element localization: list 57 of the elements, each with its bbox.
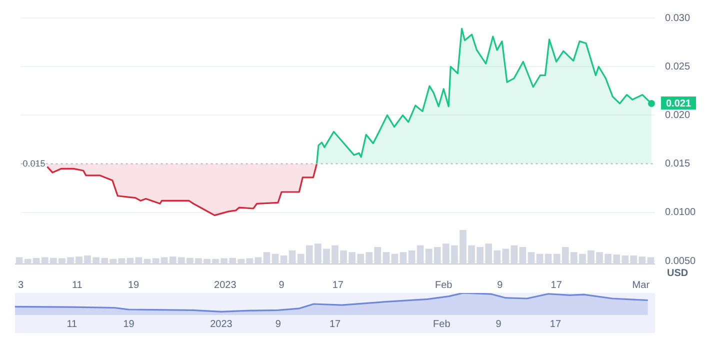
bar — [374, 247, 382, 264]
ref-line-label: 0.015 — [22, 158, 46, 168]
bar — [510, 245, 518, 264]
x-tick-label: Feb — [434, 280, 453, 291]
bar — [32, 258, 40, 264]
bar — [135, 257, 142, 264]
bar — [118, 258, 126, 264]
bar — [544, 254, 552, 264]
bar — [272, 254, 279, 264]
y-tick-label: 0.025 — [665, 61, 690, 72]
x-tick-label: 11 — [72, 280, 83, 291]
bar — [519, 247, 526, 264]
x-tick-label: Feb — [433, 318, 451, 330]
x-tick-label: 9 — [496, 318, 502, 330]
x-tick-label: 19 — [128, 280, 140, 291]
bar — [16, 257, 23, 264]
x-tick-label: 2023 — [214, 280, 237, 291]
bar — [630, 256, 638, 264]
bar — [160, 257, 168, 264]
x-tick-label: 9 — [275, 318, 282, 330]
bar — [263, 252, 270, 264]
y-tick-label: 0.015 — [665, 158, 690, 170]
y-tick-label: 0.020 — [665, 110, 690, 121]
bar — [638, 256, 646, 264]
bar — [382, 252, 390, 264]
annotation: 0.021 — [666, 98, 692, 110]
bar — [502, 248, 510, 264]
bar — [528, 252, 535, 264]
bar — [144, 258, 151, 264]
x-tick-label: 17 — [550, 280, 562, 291]
y-tick-label: 0.0100 — [665, 207, 696, 218]
bar — [400, 252, 407, 264]
x-tick-label: 19 — [123, 318, 135, 330]
bar — [126, 258, 134, 264]
x-tick-label: Mar — [632, 280, 650, 291]
bar — [288, 250, 296, 264]
x-tick-label: 3 — [18, 280, 24, 291]
x-tick-label: 9 — [278, 280, 285, 291]
bar — [280, 256, 288, 264]
x-tick-label: 9 — [497, 280, 504, 291]
bar — [416, 245, 424, 264]
y-axis-title: USD — [667, 268, 688, 279]
bar — [647, 257, 654, 264]
bar — [24, 258, 32, 264]
x-tick-label: 17 — [550, 318, 562, 330]
y-tick-label: 0.030 — [665, 12, 690, 24]
y-tick-label: 0.0050 — [665, 256, 696, 267]
bar — [246, 258, 254, 264]
bar — [254, 257, 262, 264]
x-tick-label: 2023 — [210, 318, 233, 330]
bar — [391, 254, 398, 264]
bar — [408, 250, 416, 264]
bar — [152, 258, 160, 264]
x-tick-label: 11 — [66, 318, 78, 330]
x-tick-label: 17 — [332, 280, 344, 291]
x-tick-label: 17 — [329, 318, 341, 330]
bar — [536, 254, 544, 264]
